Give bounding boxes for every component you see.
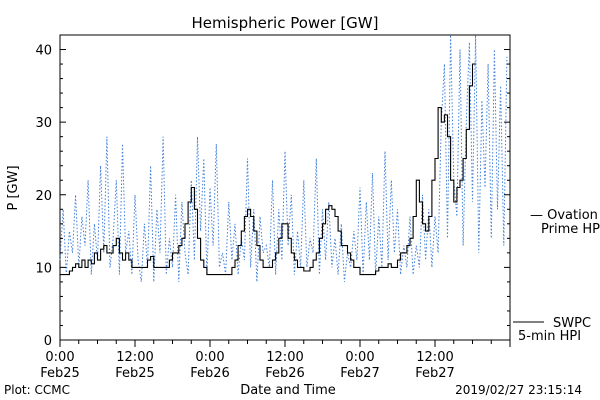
y-axis: 0 10 20 30 40 <box>35 44 510 349</box>
y-tick-label: 10 <box>35 261 52 276</box>
series-swpc-line <box>60 63 476 276</box>
x-tick-date-label: Feb26 <box>190 366 230 381</box>
legend: — Ovation Prime HPI SWPC 5-min HPI <box>513 208 600 344</box>
x-axis-label: Date and Time <box>240 383 336 398</box>
y-tick-label: 30 <box>35 116 52 131</box>
x-axis: 0:00Feb2512:00Feb250:00Feb2612:00Feb260:… <box>40 340 511 381</box>
footer-plot-source: Plot: CCMC <box>4 383 70 397</box>
x-tick-time-label: 0:00 <box>45 350 74 365</box>
plot-area <box>59 34 511 341</box>
x-tick-time-label: 12:00 <box>266 350 303 365</box>
legend-ovation-line2: Prime HPI <box>541 222 600 237</box>
y-axis-label: P [GW] <box>6 165 21 210</box>
x-tick-date-label: Feb27 <box>340 366 380 381</box>
x-tick-date-label: Feb27 <box>415 366 455 381</box>
legend-swpc-line1: SWPC <box>553 316 591 331</box>
series-ovation-prime-line <box>59 34 508 282</box>
x-tick-time-label: 12:00 <box>416 350 453 365</box>
x-tick-time-label: 0:00 <box>345 350 374 365</box>
x-tick-date-label: Feb26 <box>265 366 305 381</box>
y-tick-label: 40 <box>35 44 52 59</box>
x-tick-date-label: Feb25 <box>40 366 80 381</box>
x-tick-date-label: Feb25 <box>115 366 155 381</box>
plot-frame <box>59 34 511 341</box>
y-tick-label: 20 <box>35 189 52 204</box>
legend-swpc-line2: 5-min HPI <box>518 329 581 344</box>
footer-timestamp: 2019/02/27 23:15:14 <box>455 383 582 397</box>
series-layer <box>59 34 508 282</box>
chart-title: Hemispheric Power [GW] <box>192 14 379 32</box>
x-tick-time-label: 0:00 <box>195 350 224 365</box>
legend-ovation-line1: — Ovation <box>530 208 598 223</box>
y-tick-label: 0 <box>44 334 52 349</box>
x-tick-time-label: 12:00 <box>116 350 153 365</box>
